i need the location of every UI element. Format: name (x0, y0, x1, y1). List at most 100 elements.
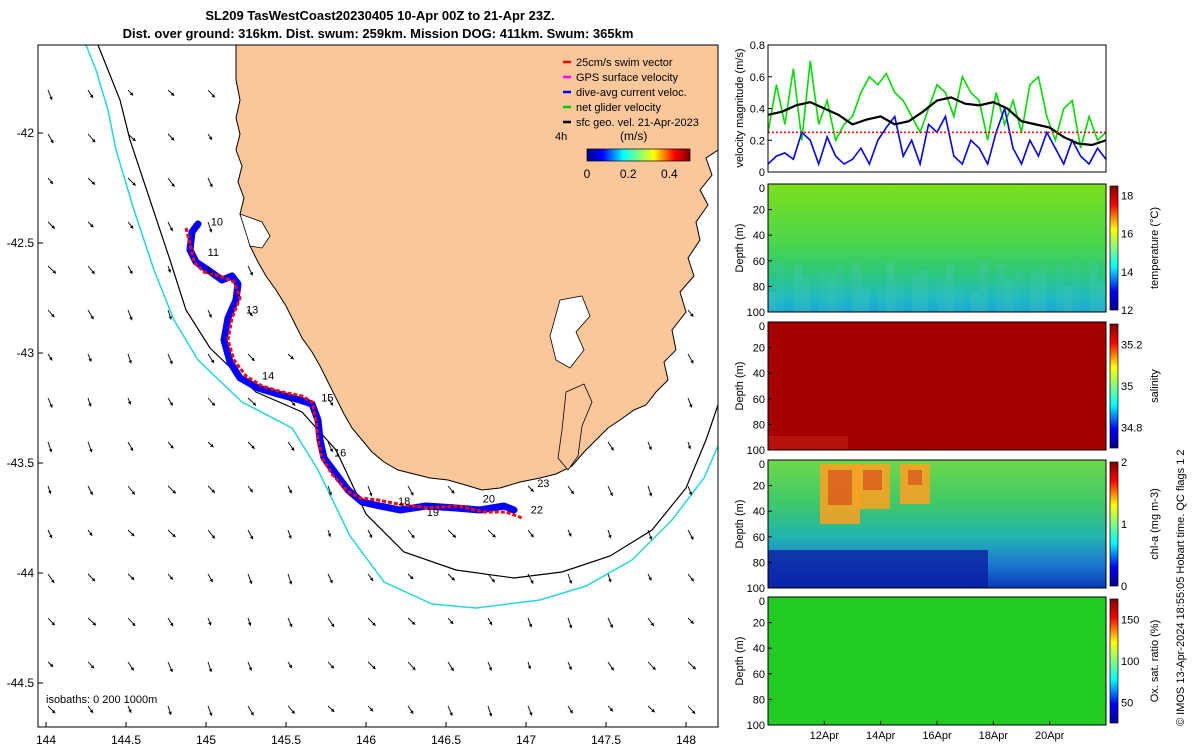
map-colorbar-tick: 0.4 (661, 167, 678, 181)
velocity-ylabel: velocity magnitude (m/s) (734, 48, 746, 167)
velocity-arrow (167, 397, 174, 406)
map-axes: 144 144.5 145 145.5 146 146.5 147 147.5 148 -42 -4… (7, 126, 697, 747)
map-colorbar (586, 148, 691, 162)
track-day-label: 23 (537, 478, 549, 490)
velocity-arrow (647, 705, 656, 713)
map-ytick-label: -42 (17, 126, 35, 140)
track-day-label: 19 (427, 507, 439, 519)
se-inlet (549, 295, 591, 369)
legend-label: sfc geo. vel. 21-Apr-2023 (576, 117, 699, 129)
velocity-background (768, 45, 1106, 172)
velocity-axes: 0 0.2 0.4 0.6 0.8 (750, 40, 772, 179)
section-ytick-label: 0 (759, 459, 765, 471)
velocity-arrow (87, 617, 97, 626)
velocity-arrow (607, 705, 614, 712)
section-colorbar-tick: 150 (1121, 615, 1139, 627)
section-colorbar-tick: 2 (1121, 457, 1127, 469)
map-legend: 25cm/s swim vector GPS surface velocity di… (563, 57, 699, 129)
velocity-arrow (367, 529, 373, 539)
section-ytick-label: 100 (747, 583, 765, 595)
velocity-arrow (567, 529, 572, 537)
velocity-arrow (167, 705, 172, 716)
legend-item: GPS surface velocity (563, 72, 679, 84)
velocity-arrow (527, 485, 535, 493)
map-ytick-label: -44 (17, 566, 35, 580)
velocity-arrow (127, 661, 135, 671)
map-colorbar-ticks: 0 0.2 0.4 (584, 167, 678, 181)
track-day-label: 14 (262, 370, 274, 382)
velocity-arrow (367, 705, 374, 712)
section-colorbar-tick: 1 (1121, 519, 1127, 531)
velocity-arrow (87, 441, 93, 453)
velocity-arrow (367, 485, 373, 497)
velocity-arrow (167, 265, 172, 273)
day-labels: 10 11 13 14 15 16 18 19 20 22 23 (208, 216, 550, 518)
legend-label: net glider velocity (576, 102, 661, 114)
section-ytick-label: 20 (753, 618, 765, 630)
velocity-arrow (87, 265, 96, 275)
velocity-arrow (407, 485, 414, 496)
section-ytick-label: 40 (753, 368, 765, 380)
velocity-arrow (207, 309, 212, 318)
section-colorbar (1109, 598, 1119, 724)
velocity-arrow (47, 617, 56, 626)
velocity-ytick-label: 0.8 (750, 40, 765, 52)
velocity-arrow (47, 265, 57, 274)
velocity-arrow (87, 89, 94, 99)
section-ytick-label: 40 (753, 230, 765, 242)
velocity-arrow (167, 529, 176, 538)
track-day-label: 20 (483, 494, 495, 506)
section-ytick-label: 80 (753, 557, 765, 569)
velocity-arrow (567, 573, 573, 584)
section-colorbar-tick: 34.8 (1121, 422, 1142, 434)
section-xtick-label: 14Apr (866, 730, 896, 742)
velocity-arrow (447, 661, 455, 672)
velocity-arrow (127, 397, 132, 405)
section-colorbar-tick: 18 (1121, 191, 1133, 203)
velocity-arrow (127, 441, 134, 452)
legend-label: 25cm/s swim vector (576, 57, 673, 69)
section-colorbar-tick: 0 (1121, 581, 1127, 593)
velocity-arrow (287, 485, 293, 494)
section-xtick-label: 18Apr (979, 730, 1009, 742)
section-ytick-label: 60 (753, 256, 765, 268)
glider-track-blue (186, 220, 518, 514)
section-colorbar-label: chl-a (mg m-3) (1149, 488, 1161, 560)
map-colorbar-tick: 0 (584, 167, 591, 181)
track-day-label: 15 (321, 392, 333, 404)
velocity-arrow (167, 309, 172, 320)
legend-item: sfc geo. vel. 21-Apr-2023 (563, 117, 699, 129)
velocity-arrow (407, 705, 414, 714)
velocity-arrow (287, 529, 292, 539)
velocity-panel: 0 0.2 0.4 0.6 0.8 velocity magnitude (m/s) (734, 40, 1107, 179)
isobath-1000 (85, 45, 718, 609)
velocity-arrow (167, 133, 175, 141)
map-xtick-label: 147 (516, 733, 536, 747)
section-frame (767, 321, 1107, 451)
velocity-arrow (607, 441, 615, 451)
map-xtick-label: 145 (196, 733, 216, 747)
section-ylabel: Depth (m) (734, 500, 746, 549)
velocity-arrow (327, 661, 335, 669)
velocity-arrow (647, 661, 656, 671)
section-ytick-label: 100 (747, 445, 765, 457)
glider-track-red (184, 227, 523, 520)
section-colorbar-tick: 12 (1121, 305, 1133, 317)
velocity-arrow (207, 705, 213, 717)
velocity-arrow (167, 661, 173, 673)
map-title: SL209 TasWestCoast20230405 10-Apr 00Z to… (205, 8, 554, 23)
section-colorbar-tick: 35 (1121, 381, 1133, 393)
velocity-arrow (127, 265, 133, 275)
map-ytick-label: -43 (17, 346, 35, 360)
velocity-arrow (647, 529, 653, 540)
velocity-arrow (607, 617, 614, 629)
map-xtick-label: 146 (356, 733, 376, 747)
velocity-arrow (167, 573, 174, 580)
velocity-arrow (687, 529, 694, 540)
velocity-arrow (287, 353, 294, 360)
velocity-arrow (687, 441, 692, 450)
section-ytick-label: 80 (753, 281, 765, 293)
velocity-arrow (87, 309, 94, 320)
section-colorbar-tick: 50 (1121, 697, 1133, 709)
